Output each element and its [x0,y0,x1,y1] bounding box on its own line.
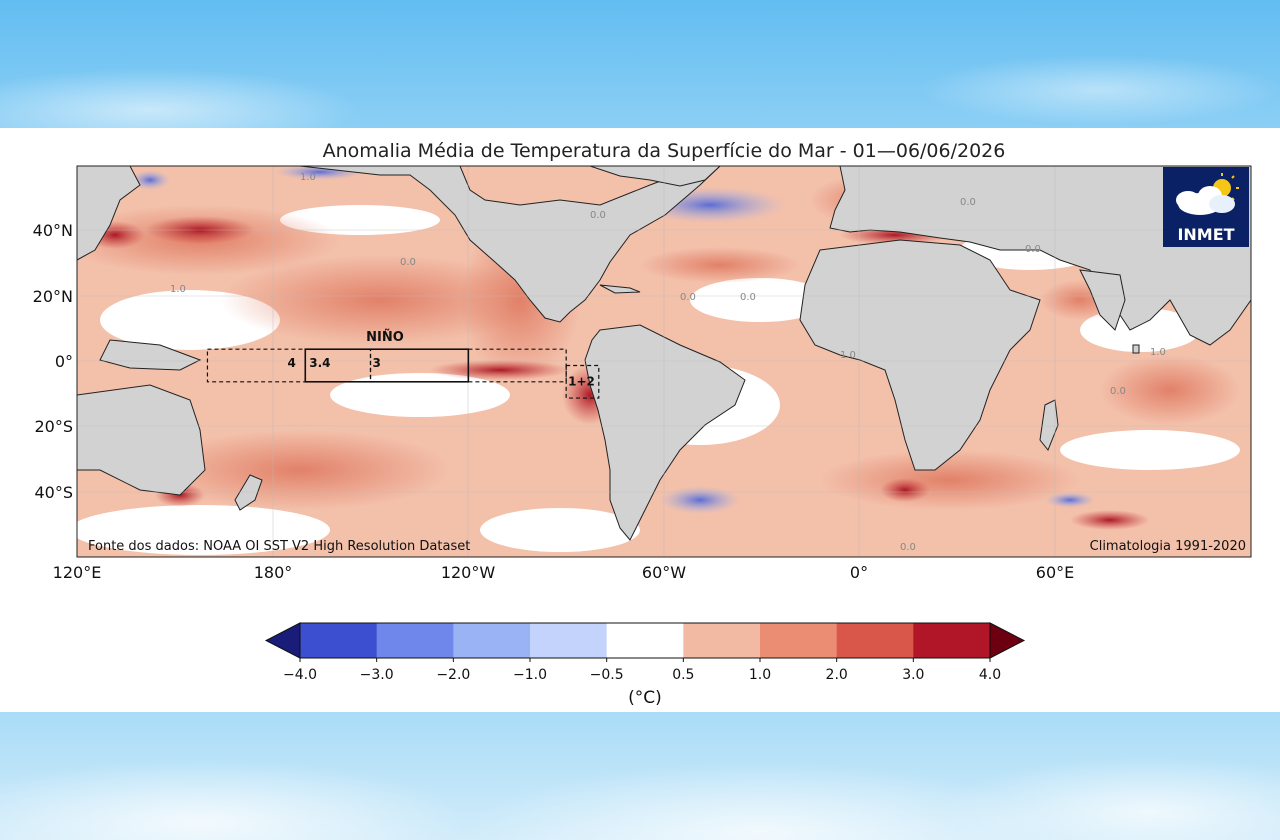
colorbar-tick-label: −0.5 [590,667,624,683]
nino-region-label: 3.4 [309,356,330,370]
contour-label: 0.0 [1110,386,1126,397]
contour-label: 0.0 [1025,244,1041,255]
caribbean-islands [599,284,641,294]
nino-region-label: 3 [373,356,381,370]
land-masses [77,166,1251,541]
nino-region-box [565,364,600,399]
colorbar-tick-label: 2.0 [826,667,848,683]
greenland [589,166,721,187]
lon-label: 0° [850,563,868,582]
colorbar-bin [913,623,991,658]
contour-label: 0.0 [590,210,606,221]
map-title: Anomalia Média de Temperatura da Superfí… [322,140,1006,162]
lat-label: 20°N [33,287,73,306]
contour-label: 1.0 [170,284,186,295]
colorbar-bin [453,623,531,658]
contour-label: 1.0 [1150,347,1166,358]
nino-region-box [206,348,372,383]
nino-region-label: 4 [287,356,295,370]
nino-region-label: 1+2 [568,375,595,389]
new-zealand [234,474,263,511]
contour-labels: 1.0 0.0 0.0 1.0 0.0 0.0 0.0 1.0 0.0 0.0 … [170,172,1166,553]
nino-heading: NIÑO [366,329,404,345]
colorbar-tick-label: −3.0 [360,667,394,683]
east-asia [77,166,141,261]
lat-label: 40°S [34,483,73,502]
lat-label: 20°S [34,417,73,436]
contour-label: 0.0 [900,542,916,553]
sri-lanka [1132,344,1140,354]
graticule [77,166,1251,557]
colorbar-extend-low [264,622,301,659]
inmet-logo-text: INMET [1177,225,1234,244]
colorbar-tick-label: 4.0 [979,667,1001,683]
contour-label: 0.0 [400,257,416,268]
contour-label: 1.0 [300,172,316,183]
lat-label: 0° [55,352,73,371]
sky-background-bottom [0,712,1280,840]
latitude-labels: 40°N 20°N 0° 20°S 40°S [33,221,73,502]
madagascar [1039,399,1059,451]
colorbar-bin [683,623,761,658]
colorbar-bin [836,623,914,658]
sky-background-top [0,0,1280,128]
lat-label: 40°N [33,221,73,240]
colorbar-tick-label: 1.0 [749,667,771,683]
africa [799,239,1041,471]
colorbar-unit: (°C) [628,688,662,708]
data-source-note: Fonte dos dados: NOAA OI SST V2 High Res… [88,539,470,554]
australia [77,384,206,496]
colorbar-bin [300,623,378,658]
colorbar-tick-label: 0.5 [672,667,694,683]
eurasia [829,166,1251,346]
lon-label: 60°W [642,563,686,582]
longitude-labels: 120°E 180° 120°W 60°W 0° 60°E [53,563,1075,582]
south-america [584,324,746,541]
contour-label: 0.0 [680,292,696,303]
colorbar-bin [760,623,838,658]
lon-label: 120°E [53,563,102,582]
lon-label: 60°E [1036,563,1074,582]
map-frame [76,165,1252,558]
inmet-logo: INMET [1163,167,1249,247]
nino-regions: 4 3.4 3 1+2 [206,348,600,399]
colorbar-bin [376,623,454,658]
contour-label: 0.0 [960,197,976,208]
indonesia [99,339,202,371]
colorbar-bin [530,623,608,658]
climatology-note: Climatologia 1991-2020 [1090,539,1246,554]
lon-label: 120°W [441,563,496,582]
lon-label: 180° [254,563,293,582]
cloud-sun-icon [1176,173,1239,215]
india [1079,269,1126,331]
colorbar-tick-label: −1.0 [513,667,547,683]
colorbar-extend-high [989,622,1026,659]
colorbar-bin [606,623,684,658]
colorbar-tick-label: −2.0 [436,667,470,683]
contour-label: 0.0 [740,292,756,303]
colorbar: −4.0 −3.0 −2.0 −1.0 −0.5 0.5 1.0 2.0 3.0 4.0 [264,622,1026,683]
colorbar-outline [299,622,991,659]
colorbar-tick-label: 3.0 [902,667,924,683]
warm-anomaly-areas [77,175,1240,510]
north-america [299,166,721,323]
contour-label: 1.0 [840,350,856,361]
colorbar-tick-label: −4.0 [283,667,317,683]
